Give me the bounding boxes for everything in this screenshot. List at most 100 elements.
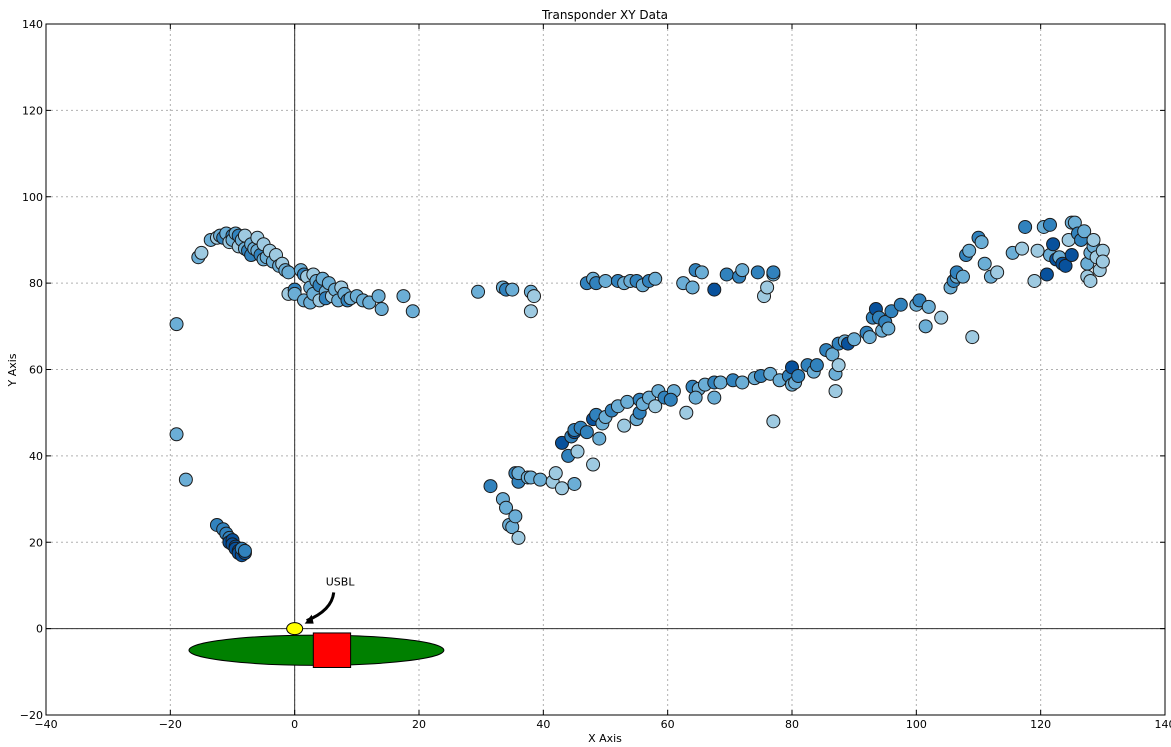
y-tick-label: 100 [22,191,43,204]
data-point [686,281,699,294]
data-point [720,268,733,281]
data-point [587,458,600,471]
data-point [170,428,183,441]
data-point [179,473,192,486]
data-point [506,283,519,296]
y-tick-label: 0 [36,623,43,636]
data-point [978,257,991,270]
data-point [689,391,702,404]
x-tick-label: 60 [661,718,675,731]
x-tick-label: 40 [536,718,550,731]
data-point [568,477,581,490]
data-point [195,246,208,259]
data-point [966,331,979,344]
data-point [919,320,932,333]
data-point [935,311,948,324]
data-point [1043,218,1056,231]
data-point [922,300,935,313]
data-point [829,385,842,398]
data-point [509,510,522,523]
data-point [580,426,593,439]
data-point [894,298,907,311]
data-point [375,303,388,316]
data-point [593,432,606,445]
chart-title: Transponder XY Data [541,8,668,22]
data-point [810,359,823,372]
data-point [1019,220,1032,233]
data-point [1040,268,1053,281]
axis-ticks: −40−20020406080100120140−200204060801001… [20,18,1171,731]
y-tick-label: 40 [29,450,43,463]
y-tick-label: 120 [22,104,43,117]
y-tick-label: −20 [20,709,43,722]
annotation-label: USBL [326,575,356,588]
data-point [170,318,183,331]
data-point [792,369,805,382]
data-point [372,290,385,303]
data-point [863,331,876,344]
annotation-arrowhead [305,615,314,624]
data-point [848,333,861,346]
x-tick-label: 120 [1030,718,1051,731]
vessel-diagram [189,623,444,668]
data-point [761,281,774,294]
data-point [1031,244,1044,257]
y-tick-label: 80 [29,277,43,290]
data-point [524,305,537,318]
data-point [472,285,485,298]
usbl-annotation: USBL [305,575,356,623]
data-point [736,376,749,389]
data-point [484,480,497,493]
data-point [599,274,612,287]
y-tick-label: 140 [22,18,43,31]
data-point [1028,274,1041,287]
data-point [571,445,584,458]
data-point [767,266,780,279]
data-point [512,531,525,544]
data-point [1084,274,1097,287]
x-tick-label: 0 [291,718,298,731]
data-point [714,376,727,389]
data-point [956,270,969,283]
data-point [1096,255,1109,268]
data-point [664,393,677,406]
data-point [751,266,764,279]
data-points [170,216,1109,562]
x-tick-label: 100 [906,718,927,731]
data-point [1047,238,1060,251]
data-point [680,406,693,419]
data-point [991,266,1004,279]
x-tick-label: 80 [785,718,799,731]
data-point [534,473,547,486]
data-point [832,359,845,372]
data-point [621,395,634,408]
y-tick-label: 60 [29,364,43,377]
grid [46,24,1165,715]
data-point [736,264,749,277]
data-point [695,266,708,279]
data-point [397,290,410,303]
data-point [708,283,721,296]
x-tick-label: 20 [412,718,426,731]
data-point [282,266,295,279]
y-tick-label: 20 [29,536,43,549]
data-point [649,272,662,285]
data-point [708,391,721,404]
vessel-deck [313,633,350,668]
x-axis-label: X Axis [588,732,622,743]
y-axis-label: Y Axis [6,353,19,387]
data-point [1065,249,1078,262]
data-point [549,467,562,480]
data-point [1016,242,1029,255]
data-point [618,419,631,432]
data-point [975,236,988,249]
data-point [528,290,541,303]
x-tick-label: −20 [159,718,182,731]
data-point [238,544,251,557]
data-point [1087,233,1100,246]
data-point [767,415,780,428]
usbl-marker [287,623,303,635]
x-tick-label: 140 [1155,718,1171,731]
